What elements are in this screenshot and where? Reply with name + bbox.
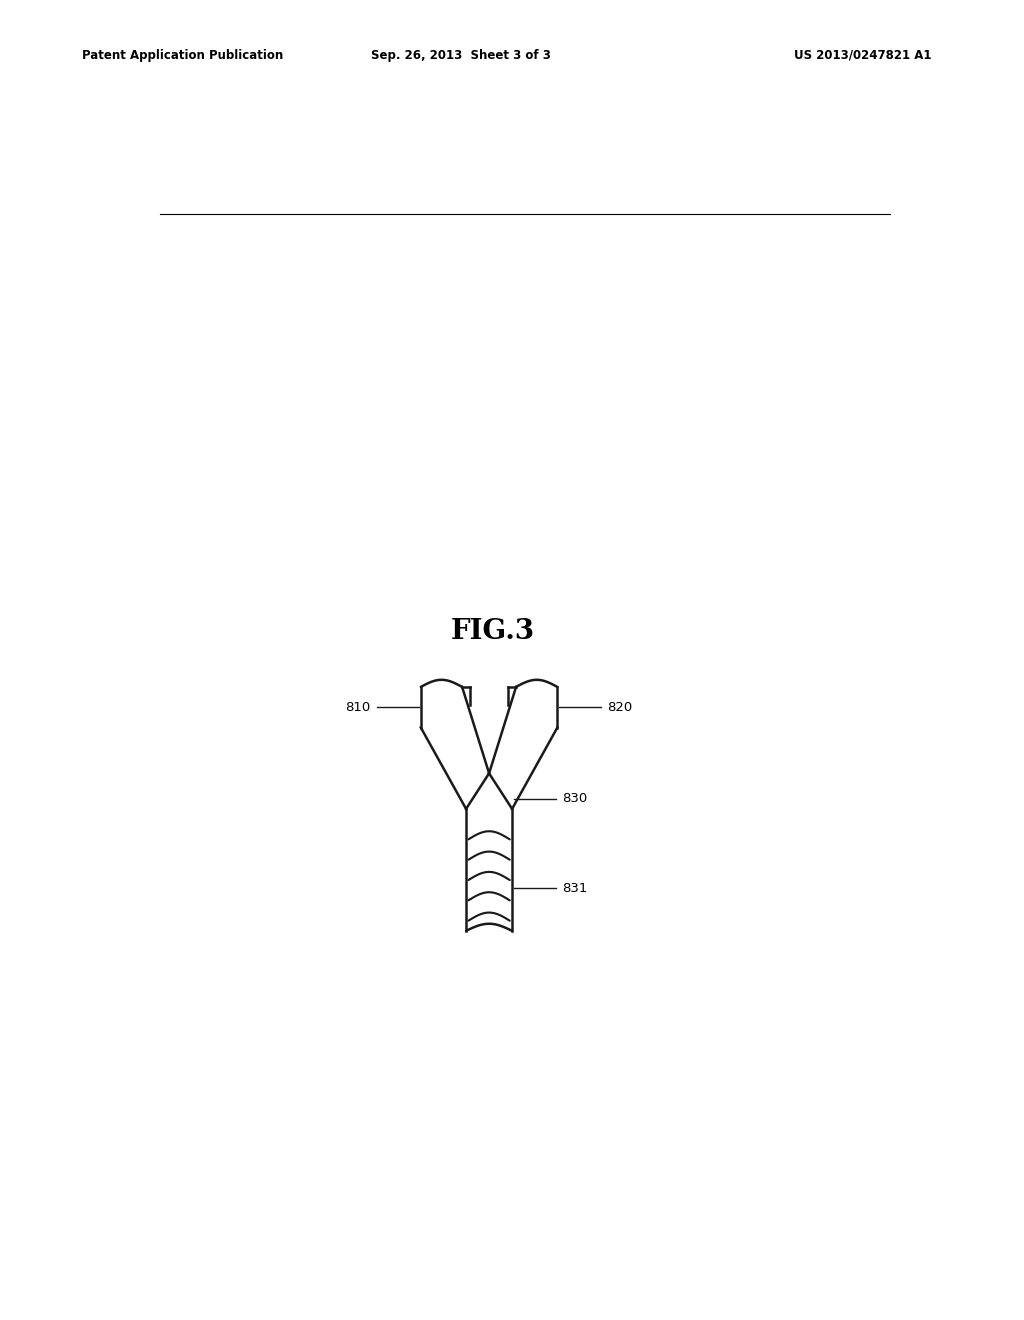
- Text: 831: 831: [562, 882, 588, 895]
- Text: US 2013/0247821 A1: US 2013/0247821 A1: [795, 49, 932, 62]
- Text: 810: 810: [345, 701, 371, 714]
- Text: 830: 830: [562, 792, 588, 805]
- Text: Patent Application Publication: Patent Application Publication: [82, 49, 284, 62]
- Text: 820: 820: [607, 701, 633, 714]
- Text: Sep. 26, 2013  Sheet 3 of 3: Sep. 26, 2013 Sheet 3 of 3: [371, 49, 551, 62]
- Text: FIG.3: FIG.3: [451, 618, 536, 644]
